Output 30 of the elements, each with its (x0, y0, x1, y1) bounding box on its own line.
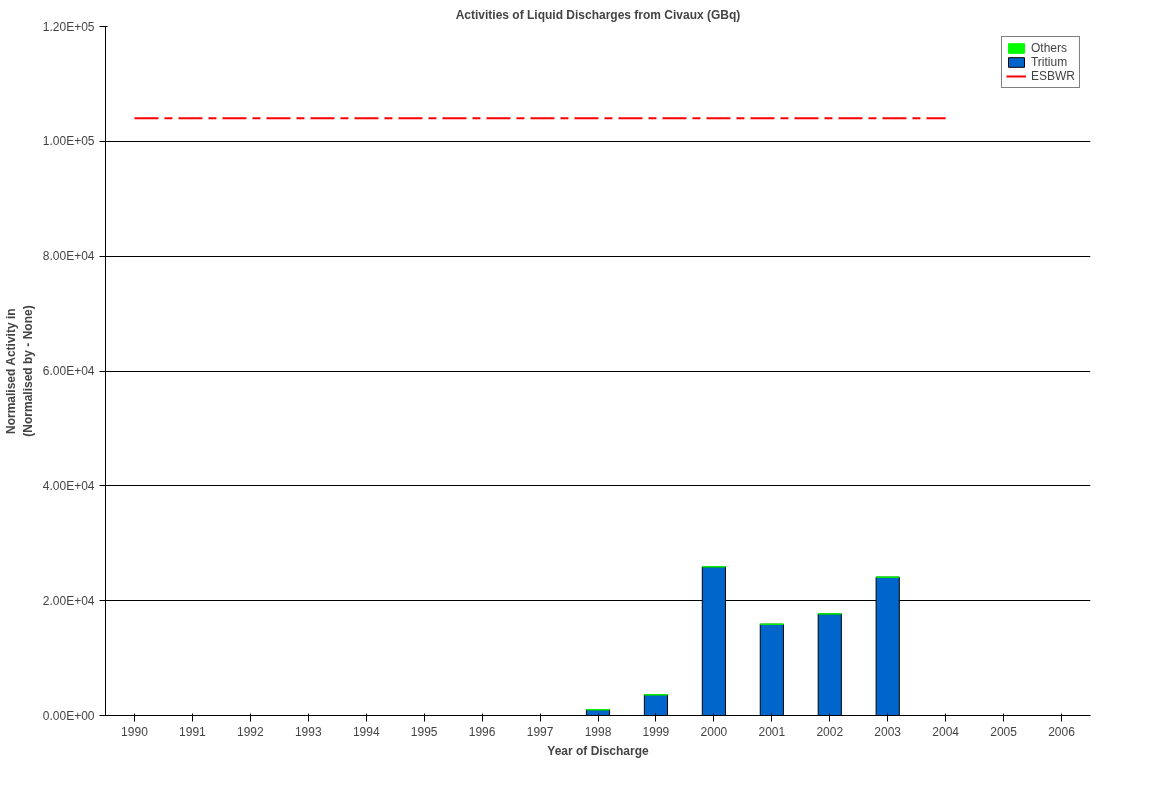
x-tick-label: 1993 (294, 724, 322, 739)
x-tick-label: 1991 (179, 724, 207, 739)
x-tick-label: 2002 (816, 724, 844, 739)
legend-label: Tritium (1030, 55, 1068, 69)
x-tick-label: 1996 (468, 724, 496, 739)
y-tick-label: 1.00E+05 (42, 134, 95, 149)
x-tick-label: 2003 (874, 724, 902, 739)
x-tick-label: 2001 (758, 724, 786, 739)
x-tick-label: 1994 (352, 724, 380, 739)
x-tick-label: 1990 (121, 724, 149, 739)
y-tick-label: 0.00E+00 (42, 708, 95, 723)
legend-label: Others (1030, 41, 1067, 55)
y-tick-label: 6.00E+04 (42, 364, 95, 378)
y-tick-label: 2.00E+04 (42, 593, 95, 608)
x-tick-label: 1998 (584, 724, 612, 739)
y-tick-label: 1.20E+05 (42, 19, 95, 34)
x-tick-label: 1997 (526, 724, 554, 739)
x-tick-label: 2004 (932, 724, 960, 739)
x-tick-label: 2000 (700, 724, 728, 739)
x-tick-label: 2005 (990, 724, 1018, 739)
x-tick-label: 2006 (1048, 724, 1076, 739)
y-tick-label: 4.00E+04 (42, 478, 95, 493)
y-tick-label: 8.00E+04 (42, 249, 95, 264)
x-tick-label: 1999 (642, 724, 670, 739)
y-axis-title: Normalised Activity in (Normalised by - None) (3, 305, 35, 437)
legend-label: ESBWR (1030, 69, 1075, 83)
x-axis-title: Year of Discharge (547, 743, 650, 758)
x-tick-label: 1995 (410, 724, 438, 739)
chart-title: Activities of Liquid Discharges from Civaux (GBq) (455, 7, 741, 22)
x-tick-label: 1992 (237, 724, 265, 739)
